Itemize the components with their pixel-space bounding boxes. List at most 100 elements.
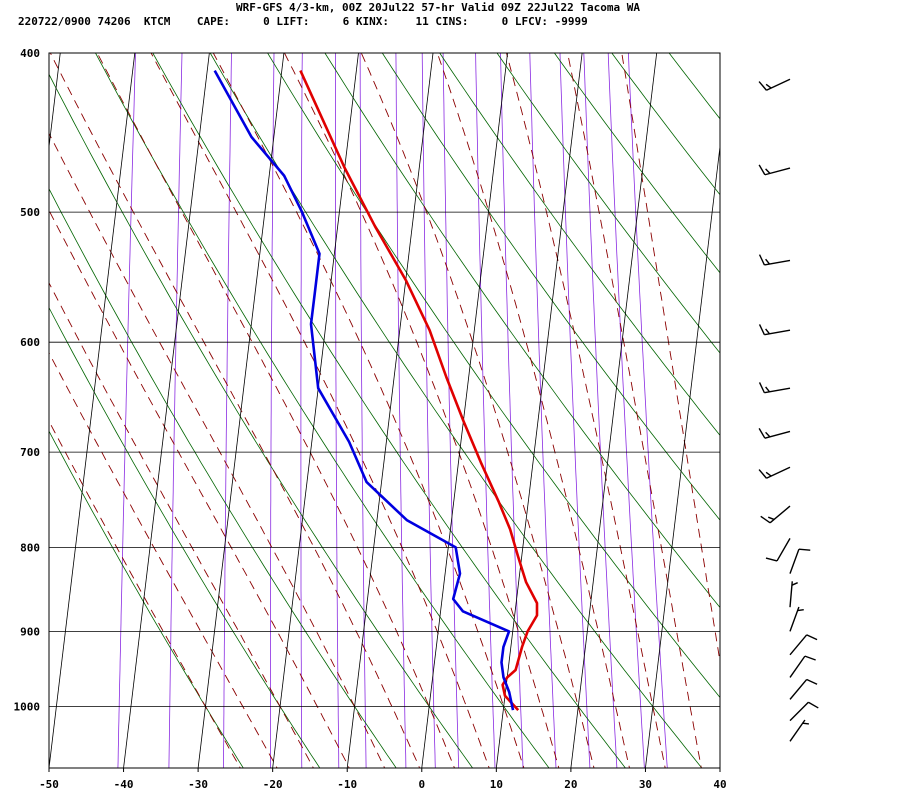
mixing-ratio-line bbox=[269, 53, 275, 768]
wind-barb-flag bbox=[758, 324, 766, 336]
wind-barb bbox=[760, 505, 791, 524]
dry-adiabat-line bbox=[324, 53, 720, 609]
wind-barb bbox=[789, 634, 818, 656]
background-lines bbox=[49, 16, 900, 774]
wind-barb-flag bbox=[798, 548, 811, 551]
wind-barb bbox=[758, 427, 791, 439]
wind-barb-staff bbox=[789, 701, 809, 722]
kinx-value: 11 bbox=[415, 15, 429, 28]
wind-barb-staff bbox=[764, 430, 791, 439]
x-tick-label: -40 bbox=[114, 778, 134, 791]
wind-barb-staff bbox=[789, 655, 806, 678]
wind-barb bbox=[789, 606, 804, 632]
wind-barb-flag bbox=[758, 382, 766, 394]
cins-value: 0 bbox=[501, 15, 509, 28]
wind-barb-flag bbox=[758, 81, 767, 91]
isotherm-line bbox=[421, 53, 508, 768]
dry-adiabat-line bbox=[496, 53, 720, 354]
sounding-info-line: 220722/0900 74206 KTCM CAPE: 0 LIFT: 6 K… bbox=[18, 15, 900, 28]
wind-barb-staff bbox=[769, 505, 791, 524]
moist-adiabat-line bbox=[49, 209, 350, 768]
mixing-ratio-line bbox=[442, 53, 460, 768]
y-tick-label: 800 bbox=[20, 541, 40, 554]
wind-barb bbox=[758, 164, 791, 176]
isotherm-line bbox=[49, 53, 136, 768]
temperature-profile-line bbox=[299, 70, 539, 711]
profile-lines bbox=[213, 69, 539, 711]
wind-barb-staff bbox=[776, 538, 791, 562]
wind-barb bbox=[765, 538, 791, 562]
moist-adiabat-line bbox=[96, 53, 455, 768]
x-tick-label: -50 bbox=[39, 778, 59, 791]
wind-barb-flag bbox=[804, 655, 816, 661]
wind-barb-flag bbox=[791, 582, 798, 586]
lift-label: LIFT: bbox=[276, 15, 310, 28]
dry-adiabat-line bbox=[868, 16, 900, 774]
isotherm-line bbox=[197, 53, 285, 768]
mixing-ratio-line bbox=[117, 53, 136, 768]
y-tick-label: 500 bbox=[20, 206, 40, 219]
mixing-ratio-line bbox=[168, 53, 183, 768]
wind-barb-flag bbox=[765, 328, 771, 335]
isotherm-line bbox=[645, 143, 720, 768]
kinx-label: KINX: bbox=[355, 15, 389, 28]
wind-barb bbox=[758, 78, 791, 91]
mixing-ratio-line bbox=[607, 53, 645, 768]
wind-barb-staff bbox=[764, 329, 791, 336]
dry-adiabat-line bbox=[811, 16, 900, 774]
x-tick-label: -20 bbox=[263, 778, 283, 791]
y-tick-label: 400 bbox=[20, 47, 40, 60]
mixing-ratio-line bbox=[300, 53, 303, 768]
wind-barb-flag bbox=[765, 386, 771, 393]
mixing-ratio-line bbox=[335, 53, 340, 768]
x-tick-label: 10 bbox=[490, 778, 503, 791]
y-tick-label: 600 bbox=[20, 336, 40, 349]
mixing-ratio-line bbox=[475, 53, 496, 768]
wind-barb-flag bbox=[806, 634, 818, 641]
wind-barb bbox=[789, 581, 798, 608]
wind-barbs bbox=[758, 78, 819, 742]
wind-barb-staff bbox=[789, 548, 800, 574]
wind-barb-flag bbox=[765, 83, 772, 89]
x-tick-label: 20 bbox=[564, 778, 577, 791]
lfcv-label: LFCV: bbox=[514, 15, 548, 28]
moist-adiabat-line bbox=[506, 53, 666, 768]
wind-barb-staff bbox=[766, 78, 791, 91]
dry-adiabat-line bbox=[668, 53, 720, 120]
wind-barb bbox=[789, 655, 816, 678]
x-tick-label: -10 bbox=[337, 778, 357, 791]
moist-adiabat-line bbox=[284, 53, 560, 768]
station-id: 220722/0900 74206 KTCM bbox=[18, 15, 171, 28]
lift-value: 6 bbox=[342, 15, 350, 28]
wind-barb-staff bbox=[789, 606, 800, 632]
wind-barb-flag bbox=[806, 678, 818, 685]
isotherm-line bbox=[570, 53, 658, 768]
moist-adiabat-line bbox=[360, 53, 595, 768]
isotherm-line bbox=[49, 53, 61, 151]
moist-adiabat-line bbox=[567, 53, 702, 768]
wind-barb-staff bbox=[766, 466, 791, 479]
moist-adiabat-line bbox=[49, 281, 314, 768]
wind-barb-flag bbox=[767, 516, 775, 521]
plot-frame bbox=[48, 52, 721, 769]
wind-barb-staff bbox=[789, 719, 806, 742]
wind-barb-flag bbox=[758, 164, 766, 176]
wind-barb bbox=[758, 466, 791, 479]
mixing-ratio-line bbox=[628, 53, 668, 768]
lfcv-value: -9999 bbox=[554, 15, 588, 28]
wind-barb-flag bbox=[758, 427, 766, 439]
mixing-ratio-line bbox=[223, 53, 232, 768]
moist-adiabat-line bbox=[621, 53, 720, 665]
moist-adiabat-line bbox=[49, 132, 386, 768]
dry-adiabat-line bbox=[755, 16, 900, 774]
mixing-ratio-line bbox=[421, 53, 436, 768]
isotherm-line bbox=[495, 53, 583, 768]
isotherm-line bbox=[272, 53, 359, 768]
wind-barb-flag bbox=[765, 431, 771, 438]
mixing-ratio-line bbox=[395, 53, 407, 768]
wind-barb-staff bbox=[764, 259, 791, 266]
isotherm-line bbox=[719, 764, 720, 768]
wind-barb-staff bbox=[764, 167, 791, 176]
wind-barb bbox=[789, 701, 819, 722]
